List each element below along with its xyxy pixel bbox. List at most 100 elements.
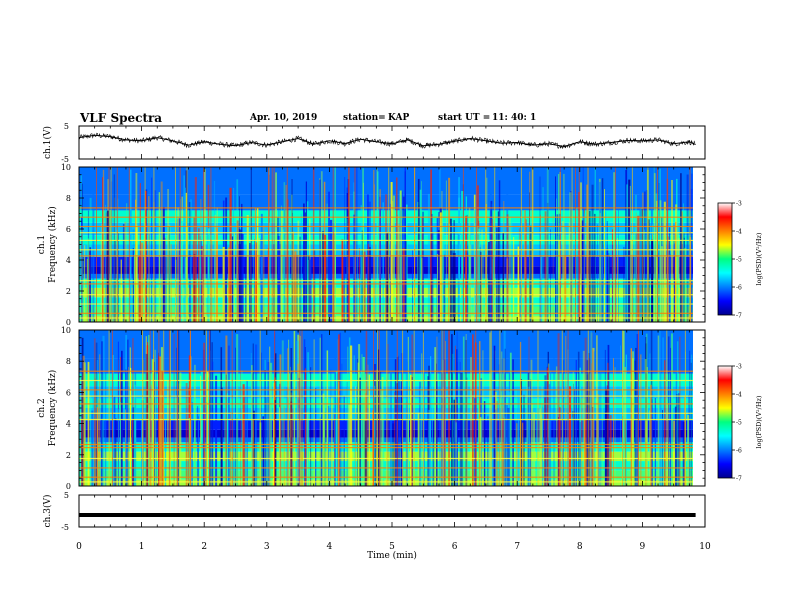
noise-streak <box>650 384 652 486</box>
spike-line <box>210 167 212 322</box>
interference-line <box>79 294 693 296</box>
noise-streak <box>350 345 353 486</box>
noise-streak <box>389 363 392 486</box>
noise-streak <box>277 236 280 322</box>
noise-streak <box>203 342 206 486</box>
noise-streak <box>677 232 679 322</box>
interference-line <box>79 457 693 460</box>
noise-streak <box>406 204 408 322</box>
noise-streak <box>472 334 474 486</box>
noise-streak <box>506 214 509 322</box>
noise-streak <box>559 407 561 486</box>
noise-streak <box>569 386 572 486</box>
ch2-freq-tick-label: 2 <box>66 451 71 460</box>
noise-streak <box>519 341 522 486</box>
noise-streak <box>347 233 349 322</box>
noise-streak <box>324 234 327 322</box>
noise-streak <box>165 257 167 322</box>
noise-streak <box>404 167 406 322</box>
noise-streak <box>96 407 98 486</box>
noise-streak <box>177 380 179 486</box>
noise-streak <box>561 221 564 322</box>
noise-streak <box>601 247 604 322</box>
noise-streak <box>453 220 455 322</box>
noise-streak <box>592 254 594 322</box>
noise-streak <box>399 195 401 322</box>
noise-streak <box>593 351 595 486</box>
freq-band <box>79 167 693 195</box>
noise-streak <box>442 225 445 322</box>
noise-streak <box>373 169 375 322</box>
freq-band <box>79 297 693 307</box>
noise-streak <box>520 379 522 486</box>
noise-streak <box>637 215 640 322</box>
freq-band <box>79 451 693 462</box>
ch1-freq-tick-label: 4 <box>66 256 71 265</box>
x-tick-label: 6 <box>452 542 458 552</box>
noise-streak <box>393 195 395 322</box>
noise-streak <box>470 357 472 486</box>
noise-streak <box>577 256 579 322</box>
noise-streak <box>624 255 626 322</box>
noise-streak <box>481 229 483 322</box>
noise-streak <box>297 220 300 322</box>
noise-streak <box>465 215 467 322</box>
noise-streak <box>333 231 335 322</box>
noise-streak <box>220 347 223 486</box>
noise-streak <box>550 229 551 322</box>
noise-streak <box>210 350 212 486</box>
freq-band <box>79 278 693 288</box>
spectrogram-ch2 <box>79 330 693 486</box>
noise-streak <box>686 174 689 322</box>
ch1-waveform-detail <box>78 132 696 149</box>
noise-streak <box>297 363 300 486</box>
noise-streak <box>671 180 673 322</box>
noise-streak <box>651 399 653 486</box>
spike-line <box>494 167 496 322</box>
noise-streak <box>173 334 175 486</box>
noise-streak <box>443 359 446 486</box>
noise-streak <box>515 389 517 486</box>
noise-streak <box>113 396 116 486</box>
noise-streak <box>328 191 330 322</box>
noise-streak <box>669 227 671 322</box>
x-tick-label: 1 <box>139 542 145 552</box>
noise-streak <box>636 334 639 486</box>
noise-streak <box>482 350 484 486</box>
noise-streak <box>492 211 495 322</box>
ch2-freq-tick-label: 8 <box>66 357 71 366</box>
noise-streak <box>430 169 432 322</box>
noise-streak <box>287 348 289 486</box>
noise-streak <box>188 418 191 486</box>
noise-streak <box>365 331 368 486</box>
noise-streak <box>540 214 541 322</box>
spike-line <box>388 167 390 322</box>
spike-line <box>209 330 211 486</box>
noise-streak <box>500 391 502 486</box>
noise-streak <box>558 417 559 486</box>
noise-streak <box>91 410 94 486</box>
noise-streak <box>454 413 457 486</box>
spike-line <box>386 330 388 486</box>
noise-streak <box>129 347 131 486</box>
noise-streak <box>437 254 439 322</box>
noise-streak <box>214 214 217 322</box>
noise-streak <box>242 384 245 486</box>
spike-line <box>587 330 589 486</box>
noise-streak <box>382 400 385 486</box>
spike-line <box>666 167 668 322</box>
interference-line <box>79 395 693 397</box>
spike-line <box>587 167 589 322</box>
noise-streak <box>436 380 438 486</box>
noise-streak <box>159 356 162 486</box>
spike-line <box>177 330 178 486</box>
noise-streak <box>245 256 247 322</box>
noise-streak <box>319 417 322 486</box>
noise-streak <box>101 223 103 322</box>
noise-streak <box>556 214 559 322</box>
spike-line <box>490 330 492 486</box>
noise-streak <box>645 420 648 486</box>
noise-streak <box>680 173 682 322</box>
noise-streak <box>246 380 248 486</box>
noise-streak <box>249 249 251 322</box>
